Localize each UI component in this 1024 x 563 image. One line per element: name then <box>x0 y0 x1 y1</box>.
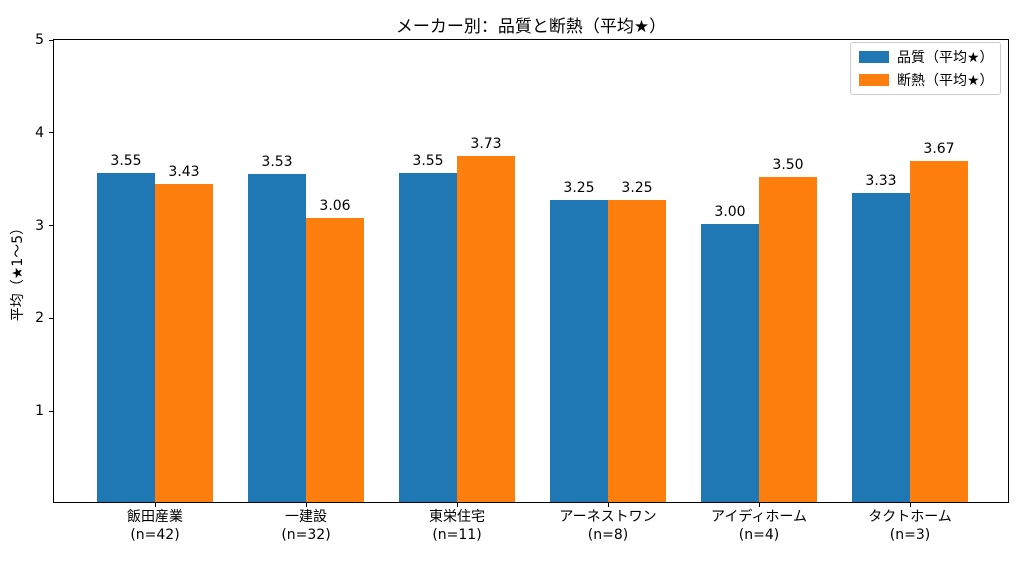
x-tick-mark <box>759 503 760 507</box>
bar-value-label: 3.06 <box>319 198 351 215</box>
bar-value-label: 3.55 <box>412 152 444 169</box>
category-count: (n=42) <box>130 526 180 543</box>
bar-value-label: 3.33 <box>865 172 897 189</box>
legend-label-quality: 品質（平均★） <box>897 50 994 67</box>
bar-quality-1 <box>248 174 306 502</box>
plot-area: 1 2 3 4 5 飯田産業 (n=42) 3.55 3.43 一建設 (n=32) 3.53 3.06… <box>35 32 1009 543</box>
x-tick-label-1: 一建設 (n=32) <box>281 509 330 544</box>
y-tick-label: 4 <box>35 124 44 141</box>
bar-value-label: 3.73 <box>470 135 502 152</box>
bar-insulation-2 <box>457 155 515 502</box>
category-name: アーネストワン <box>559 509 657 525</box>
x-tick-mark <box>306 503 307 507</box>
y-tick-mark <box>49 225 53 227</box>
category-count: (n=3) <box>889 526 931 543</box>
x-tick-label-0: 飯田産業 (n=42) <box>127 509 183 544</box>
x-tick-mark <box>457 503 458 507</box>
category-count: (n=11) <box>432 526 482 543</box>
legend-swatch-insulation-icon <box>859 73 889 86</box>
legend-swatch-quality-icon <box>859 51 889 64</box>
bar-insulation-5 <box>910 161 968 502</box>
bar-value-label: 3.55 <box>110 152 142 169</box>
bar-insulation-0 <box>155 183 213 502</box>
category-name: タクトホーム <box>868 509 952 525</box>
bar-insulation-4 <box>759 177 817 502</box>
x-tick-mark <box>910 503 911 507</box>
x-tick-label-2: 東栄住宅 (n=11) <box>429 509 485 544</box>
legend-label-insulation: 断熱（平均★） <box>897 72 994 89</box>
legend: 品質（平均★） 断熱（平均★） <box>850 42 1001 95</box>
category-name: 一建設 <box>285 509 327 525</box>
category-name: 飯田産業 <box>127 509 183 525</box>
bar-quality-2 <box>399 172 457 502</box>
y-tick-label: 1 <box>35 403 44 420</box>
bar-insulation-3 <box>608 200 666 502</box>
chart-title: メーカー別：品質と断熱（平均★） <box>395 17 667 37</box>
bar-value-label: 3.53 <box>261 154 293 171</box>
category-count: (n=8) <box>587 526 629 543</box>
x-tick-label-4: アイディホーム (n=4) <box>711 509 807 544</box>
y-tick-label: 3 <box>35 217 44 234</box>
bar-value-label: 3.25 <box>563 180 595 197</box>
legend-item-quality: 品質（平均★） <box>859 47 994 67</box>
category-count: (n=4) <box>738 526 780 543</box>
y-tick-mark <box>49 410 53 412</box>
bar-quality-3 <box>550 200 608 502</box>
y-tick-mark <box>49 39 53 41</box>
category-name: 東栄住宅 <box>429 509 485 525</box>
x-tick-mark <box>608 503 609 507</box>
bar-insulation-1 <box>306 218 364 502</box>
bar-value-label: 3.50 <box>772 157 804 174</box>
category-count: (n=32) <box>281 526 331 543</box>
bar-value-label: 3.25 <box>621 180 653 197</box>
y-tick-mark <box>49 132 53 134</box>
y-axis-label: 平均（★1～5） <box>10 220 26 322</box>
bar-quality-4 <box>701 223 759 502</box>
x-tick-mark <box>155 503 156 507</box>
x-tick-label-3: アーネストワン (n=8) <box>559 509 656 544</box>
bar-quality-5 <box>852 192 910 502</box>
bar-value-label: 3.00 <box>714 203 746 220</box>
bar-quality-0 <box>97 172 155 502</box>
bar-value-label: 3.67 <box>923 141 955 158</box>
x-tick-label-5: タクトホーム (n=3) <box>868 509 952 544</box>
bar-value-label: 3.43 <box>168 163 200 180</box>
legend-item-insulation: 断熱（平均★） <box>859 70 994 90</box>
y-tick-mark <box>49 317 53 319</box>
category-name: アイディホーム <box>711 509 807 525</box>
y-tick-label: 5 <box>35 32 44 48</box>
y-tick-label: 2 <box>35 310 44 327</box>
